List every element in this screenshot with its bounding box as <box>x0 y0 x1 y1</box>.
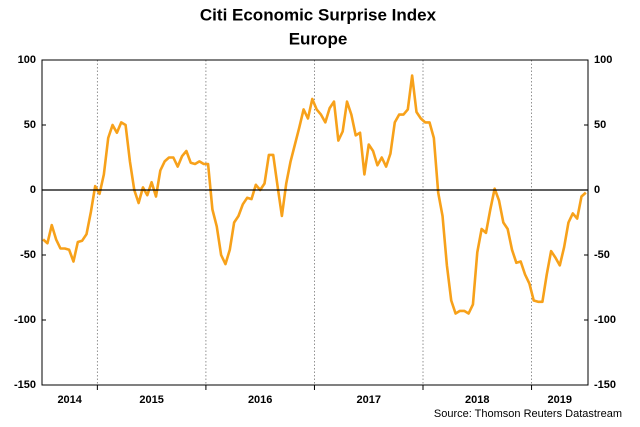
plot-frame <box>41 59 589 386</box>
y2-tick-label: -100 <box>594 314 616 326</box>
y2-tick-label: -150 <box>594 379 616 391</box>
y2-tick-label: 100 <box>594 54 612 66</box>
chart-subtitle: Europe <box>289 29 348 48</box>
x-tick-label: 2015 <box>139 394 163 406</box>
data-line <box>42 74 587 315</box>
y-tick-label: -150 <box>14 379 36 391</box>
y-tick-label: 100 <box>18 54 36 66</box>
x-tick-label: 2016 <box>248 394 272 406</box>
x-tick-label: 2017 <box>356 394 380 406</box>
y-tick-label: 0 <box>30 184 36 196</box>
source: Source: Thomson Reuters Datastream <box>434 408 622 420</box>
x-tick-label: 2014 <box>57 394 82 406</box>
y-tick-label: -50 <box>20 249 36 261</box>
x-tick-label: 2019 <box>548 394 572 406</box>
x-tick-label: 2018 <box>465 394 489 406</box>
y2-tick-label: -50 <box>594 249 610 261</box>
chart-title: Citi Economic Surprise Index <box>200 5 437 24</box>
y-tick-label: -100 <box>14 314 36 326</box>
y-tick-label: 50 <box>24 119 36 131</box>
y2-tick-label: 0 <box>594 184 600 196</box>
y2-tick-label: 50 <box>594 119 606 131</box>
